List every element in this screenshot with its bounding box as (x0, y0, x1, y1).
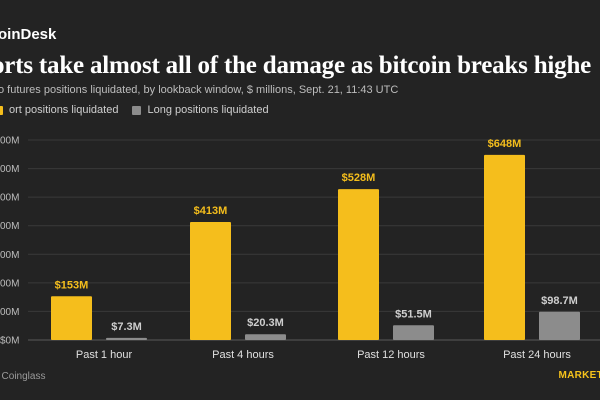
legend-swatch-long (132, 105, 142, 115)
bar-long (539, 311, 580, 340)
bar-long (106, 337, 147, 340)
data-label: $648M (488, 138, 522, 150)
bar-short (51, 296, 92, 340)
data-label: $153M (55, 279, 89, 291)
bar-short (190, 222, 231, 340)
y-tick-label: 00M (0, 136, 19, 147)
y-tick-label: 00M (0, 221, 19, 232)
bar-long (245, 334, 286, 340)
y-tick-label: $0M (0, 336, 19, 347)
data-label: $20.3M (247, 317, 284, 329)
x-tick-label: Past 1 hour (76, 349, 133, 361)
chart-legend: ort positions liquidated Long positions … (0, 104, 283, 116)
y-tick-label: 00M (0, 164, 19, 175)
footer-brand: MARKETS (558, 370, 600, 381)
data-label: $98.7M (541, 295, 578, 307)
x-tick-label: Past 24 hours (503, 349, 571, 361)
data-label: $413M (194, 205, 228, 217)
legend-label-long: Long positions liquidated (147, 104, 269, 116)
bar-long (393, 325, 434, 340)
data-label: $7.3M (111, 321, 142, 333)
legend-label-short: ort positions liquidated (9, 104, 119, 116)
y-tick-label: 00M (0, 193, 19, 204)
legend-swatch-short (0, 105, 3, 115)
y-tick-label: 00M (0, 250, 19, 261)
chart-title: orts take almost all of the damage as bi… (0, 52, 592, 79)
y-tick-label: 00M (0, 307, 19, 318)
x-tick-label: Past 12 hours (357, 349, 425, 361)
brand-logo: oinDesk (0, 26, 57, 43)
legend-item-short: ort positions liquidated (0, 104, 118, 116)
y-tick-label: 00M (0, 278, 19, 289)
data-label: $51.5M (395, 308, 432, 320)
data-label: $528M (342, 172, 376, 184)
chart-subtitle: o futures positions liquidated, by lookb… (0, 84, 399, 96)
source-note: : Coinglass (0, 371, 46, 382)
bar-short (338, 189, 379, 340)
legend-item-long: Long positions liquidated (132, 104, 269, 116)
bar-short (484, 154, 525, 340)
x-tick-label: Past 4 hours (212, 349, 274, 361)
